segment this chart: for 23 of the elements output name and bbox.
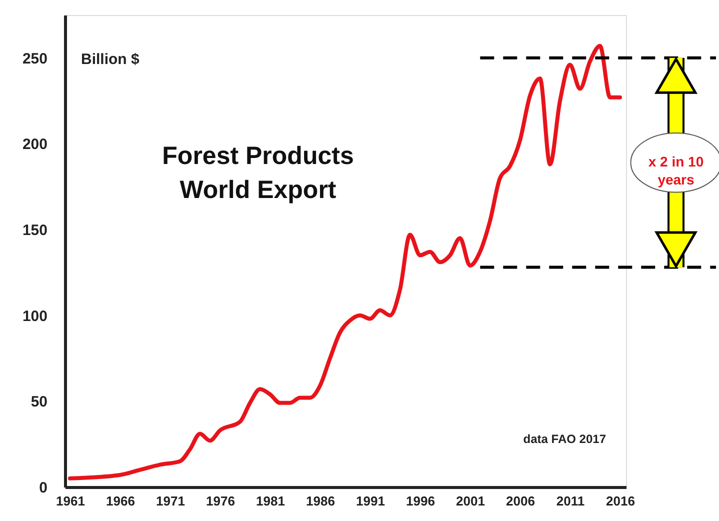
text: Forest Products World Export <box>162 142 354 204</box>
y-tick-label: 0 <box>39 480 48 496</box>
x-tick-label: 1986 <box>306 494 335 508</box>
x-tick-label: 1966 <box>106 494 135 508</box>
x-tick-label: 2001 <box>456 494 485 508</box>
y-tick-label: 50 <box>30 394 48 411</box>
x-tick-label: 2016 <box>606 494 635 508</box>
y-tick-label: 150 <box>22 222 48 240</box>
x-tick-label: 1991 <box>356 494 385 508</box>
x-tick-label: 1971 <box>156 494 185 508</box>
x-tick-label: 1961 <box>56 494 85 508</box>
line-series <box>68 44 622 480</box>
y-tick-label: 200 <box>22 136 48 154</box>
y-tick-label: 250 <box>22 50 48 68</box>
x-tick-label: 2011 <box>556 494 585 508</box>
x-tick-label: 1981 <box>256 494 285 508</box>
x-tick-label: 1976 <box>206 494 235 508</box>
y-tick-label: 100 <box>22 308 48 325</box>
x-tick-label: 1996 <box>406 494 435 508</box>
y-axis-title: Billion $ <box>81 51 140 68</box>
x-tick-label: 2006 <box>506 494 535 508</box>
annotation: data FAO 2017 <box>523 432 606 446</box>
text: x 2 in 10 years <box>648 154 704 188</box>
